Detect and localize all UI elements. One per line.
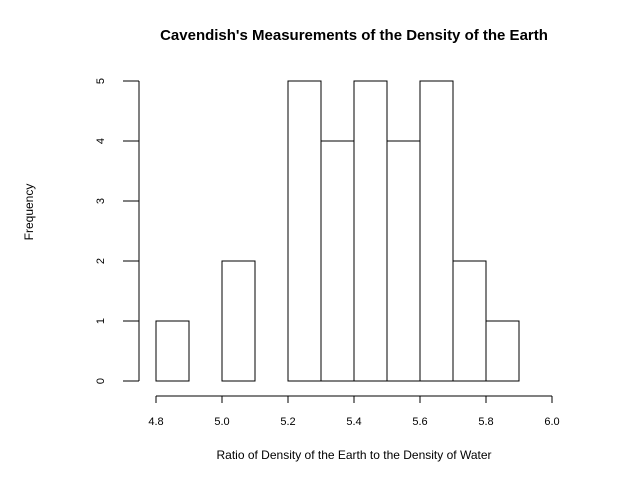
bars-group [155,80,520,382]
y-axis-label: Frequency [22,184,36,241]
x-tick-label: 5.0 [214,416,229,428]
y-tick-label: 0 [95,378,107,384]
x-tick-label: 5.2 [280,416,295,428]
y-tick-label: 5 [95,78,107,84]
y-axis: 0 1 2 3 4 5 [95,78,140,384]
histogram-bar-2 [221,260,256,382]
x-axis-label: Ratio of Density of the Earth to the Den… [216,448,491,462]
y-tick-label: 3 [95,198,107,204]
x-tick-label: 5.4 [346,416,361,428]
x-tick-label: 6.0 [544,416,559,428]
y-tick-label: 4 [95,138,107,144]
histogram-bar-5 [320,140,355,382]
chart-title: Cavendish's Measurements of the Density … [160,27,548,44]
histogram-bar-6 [353,80,388,382]
x-tick-label: 5.8 [478,416,493,428]
histogram-bar-8 [419,80,454,382]
x-axis: 4.8 5.0 5.2 5.4 5.6 5.8 6.0 [148,395,560,428]
histogram-bar-0 [155,320,190,382]
x-tick-label: 5.6 [412,416,427,428]
histogram-bar-10 [485,320,520,382]
y-tick-label: 1 [95,318,107,324]
histogram-bar-9 [452,260,487,382]
y-tick-label: 2 [95,258,107,264]
x-tick-label: 4.8 [148,416,163,428]
histogram-bar-7 [386,140,421,382]
histogram-bar-4 [287,80,322,382]
